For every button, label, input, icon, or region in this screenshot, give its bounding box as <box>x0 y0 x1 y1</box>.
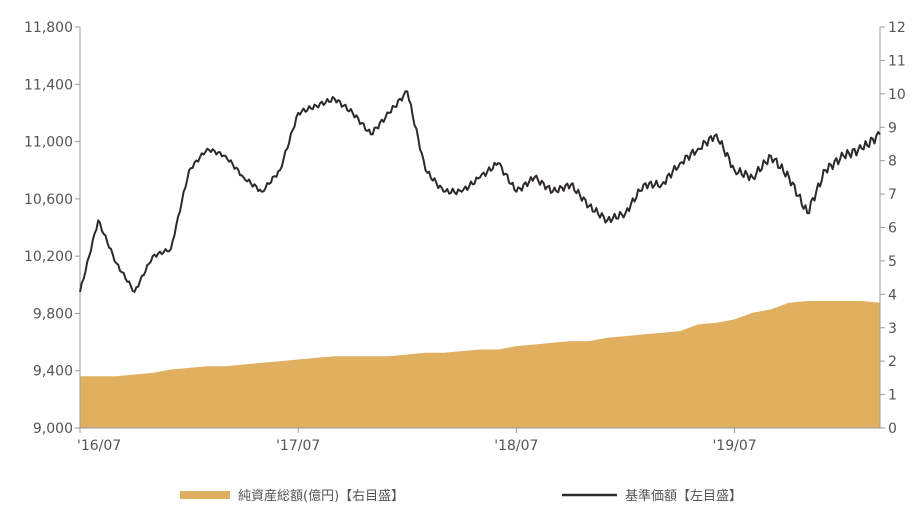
y-right-tick-label: 7 <box>888 187 897 203</box>
y-right-tick-label: 3 <box>888 321 897 337</box>
series-line-nav <box>79 90 881 293</box>
y-left-tick-label: 10,600 <box>24 192 73 208</box>
y-left-tick-label: 9,400 <box>33 364 73 380</box>
x-tick-label: '17/07 <box>276 438 320 454</box>
y-right-tick-label: 2 <box>888 354 897 370</box>
y-right-tick-label: 0 <box>888 421 897 437</box>
line-layer <box>79 90 881 293</box>
y-right-tick-label: 8 <box>888 154 897 170</box>
y-right-tick-label: 1 <box>888 388 897 404</box>
axis-layer <box>75 26 885 433</box>
tick-labels: 9,000 9,400 9,800 10,200 10,600 11,000 11,400 1… <box>24 20 906 454</box>
y-right-tick-label: 4 <box>888 287 897 303</box>
y-left-tick-label: 11,800 <box>24 20 73 36</box>
y-right-tick-label: 6 <box>888 221 897 237</box>
x-tick-label: '16/07 <box>77 438 121 454</box>
y-left-tick-label: 9,800 <box>33 306 73 322</box>
series-area-net-assets <box>80 301 880 428</box>
y-right-tick-label: 5 <box>888 254 897 270</box>
y-left-tick-label: 11,000 <box>24 135 73 151</box>
legend-area-swatch <box>180 491 230 499</box>
legend: 純資産総額(億円)【右目盛】 基準価額【左目盛】 <box>180 488 742 504</box>
legend-line-label: 基準価額【左目盛】 <box>625 488 742 504</box>
legend-area-label: 純資産総額(億円)【右目盛】 <box>238 488 404 504</box>
y-left-tick-label: 10,200 <box>24 249 73 265</box>
area-layer <box>80 301 880 428</box>
y-right-tick-label: 11 <box>888 53 906 69</box>
y-right-tick-label: 10 <box>888 87 906 103</box>
y-right-tick-label: 12 <box>888 20 906 36</box>
x-tick-label: '18/07 <box>494 438 538 454</box>
x-tick-label: '19/07 <box>712 438 756 454</box>
y-left-tick-label: 11,400 <box>24 77 73 93</box>
y-left-tick-label: 9,000 <box>33 421 73 437</box>
y-right-tick-label: 9 <box>888 120 897 136</box>
